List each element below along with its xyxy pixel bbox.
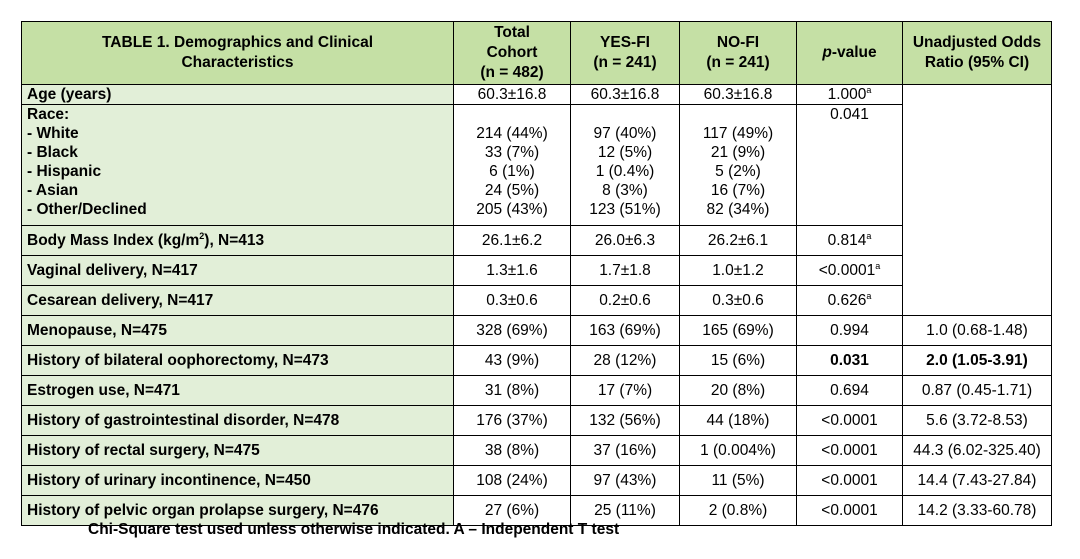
table-row: History of gastrointestinal disorder, N=… [21, 405, 1052, 436]
header-characteristic: TABLE 1. Demographics and Clinical Chara… [21, 21, 454, 85]
cell-yes: 28 (12%) [570, 345, 680, 376]
header-row: TABLE 1. Demographics and Clinical Chara… [21, 21, 1052, 85]
cell-or: 14.2 (3.33-60.78) [902, 495, 1052, 526]
cell-yes: 0.2±0.6 [570, 285, 680, 316]
cell-no: 60.3±16.8 [679, 84, 797, 105]
cell-yes: 163 (69%) [570, 315, 680, 346]
race-yes: 97 (40%) 12 (5%) 1 (0.4%) 8 (3%) 123 (51… [570, 104, 680, 226]
cell-no: 1.0±1.2 [679, 255, 797, 286]
cell-or: 44.3 (6.02-325.40) [902, 435, 1052, 466]
cell-total: 60.3±16.8 [453, 84, 571, 105]
row-label: Menopause, N=475 [21, 315, 454, 346]
cell-total: 176 (37%) [453, 405, 571, 436]
cell-or: 14.4 (7.43-27.84) [902, 465, 1052, 496]
header-total: Total Cohort (n = 482) [453, 21, 571, 85]
row-label: Body Mass Index (kg/m2), N=413 [21, 225, 454, 256]
cell-total: 26.1±6.2 [453, 225, 571, 256]
cell-or: 0.87 (0.45-1.71) [902, 375, 1052, 406]
header-p-value: p-value [796, 21, 903, 85]
cell-no: 15 (6%) [679, 345, 797, 376]
row-label: History of gastrointestinal disorder, N=… [21, 405, 454, 436]
cell-yes: 25 (11%) [570, 495, 680, 526]
table-row: History of rectal surgery, N=475 38 (8%) 3… [21, 435, 1052, 466]
header-yes-fi: YES-FI (n = 241) [570, 21, 680, 85]
row-label: Vaginal delivery, N=417 [21, 255, 454, 286]
table-container: TABLE 1. Demographics and Clinical Chara… [21, 21, 1052, 526]
row-label: History of urinary incontinence, N=450 [21, 465, 454, 496]
cell-yes: 1.7±1.8 [570, 255, 680, 286]
footnote: Chi-Square test used unless otherwise in… [88, 521, 620, 538]
cell-no: 2 (0.8%) [679, 495, 797, 526]
cell-no: 0.3±0.6 [679, 285, 797, 316]
cell-p: 0.994 [796, 315, 903, 346]
cell-total: 38 (8%) [453, 435, 571, 466]
table-row: Age (years) 60.3±16.8 60.3±16.8 60.3±16.… [21, 84, 1052, 316]
cell-or: 5.6 (3.72-8.53) [902, 405, 1052, 436]
cell-no: 26.2±6.1 [679, 225, 797, 256]
header-no-fi: NO-FI (n = 241) [679, 21, 797, 85]
cell-p: <0.0001 [796, 465, 903, 496]
cell-yes: 26.0±6.3 [570, 225, 680, 256]
cell-no: 165 (69%) [679, 315, 797, 346]
cell-p: 0.031 [796, 345, 903, 376]
cell-p: <0.0001 [796, 435, 903, 466]
table-row: Vaginal delivery, N=417 1.3±1.6 1.7±1.8 1.0… [21, 255, 1052, 286]
race-no: 117 (49%) 21 (9%) 5 (2%) 16 (7%) 82 (34%… [679, 104, 797, 226]
cell-yes: 17 (7%) [570, 375, 680, 406]
cell-total: 0.3±0.6 [453, 285, 571, 316]
row-label: Estrogen use, N=471 [21, 375, 454, 406]
row-label: Age (years) [21, 84, 454, 105]
cell-no: 44 (18%) [679, 405, 797, 436]
cell-p: <0.0001a [796, 255, 903, 286]
cell-or: 2.0 (1.05-3.91) [902, 345, 1052, 376]
row-label: Cesarean delivery, N=417 [21, 285, 454, 316]
table-row: Body Mass Index (kg/m2), N=413 26.1±6.2 26… [21, 225, 1052, 256]
cell-yes: 37 (16%) [570, 435, 680, 466]
race-p: 0.041 [796, 104, 903, 226]
cell-total: 108 (24%) [453, 465, 571, 496]
cell-no: 1 (0.004%) [679, 435, 797, 466]
cell-or: 1.0 (0.68-1.48) [902, 315, 1052, 346]
cell-total: 328 (69%) [453, 315, 571, 346]
table-row: History of urinary incontinence, N=450 10… [21, 465, 1052, 496]
cell-total: 1.3±1.6 [453, 255, 571, 286]
cell-p: 0.814a [796, 225, 903, 256]
header-odds-ratio: Unadjusted Odds Ratio (95% CI) [902, 21, 1052, 85]
cell-yes: 132 (56%) [570, 405, 680, 436]
table-row: Race: - White - Black - Hispanic - Asian… [21, 104, 1052, 226]
table-row: History of pelvic organ prolapse surgery… [21, 495, 1052, 526]
race-total: 214 (44%) 33 (7%) 6 (1%) 24 (5%) 205 (43… [453, 104, 571, 226]
cell-total: 27 (6%) [453, 495, 571, 526]
cell-no: 11 (5%) [679, 465, 797, 496]
table-row: Menopause, N=475 328 (69%) 163 (69%) 165 (6… [21, 315, 1052, 346]
table-row: History of bilateral oophorectomy, N=473… [21, 345, 1052, 376]
cell-or-blank [902, 84, 1052, 316]
table-row: Cesarean delivery, N=417 0.3±0.6 0.2±0.6 0.… [21, 285, 1052, 316]
table-row: Estrogen use, N=471 31 (8%) 17 (7%) 20 (8%)… [21, 375, 1052, 406]
row-label: History of pelvic organ prolapse surgery… [21, 495, 454, 526]
row-label: History of rectal surgery, N=475 [21, 435, 454, 466]
cell-p: <0.0001 [796, 495, 903, 526]
row-label: History of bilateral oophorectomy, N=473 [21, 345, 454, 376]
race-labels: Race: - White - Black - Hispanic - Asian… [21, 104, 454, 226]
cell-p: 0.694 [796, 375, 903, 406]
cell-total: 31 (8%) [453, 375, 571, 406]
cell-p: 1.000a [796, 84, 903, 105]
cell-p: 0.626a [796, 285, 903, 316]
cell-p: <0.0001 [796, 405, 903, 436]
cell-yes: 60.3±16.8 [570, 84, 680, 105]
cell-yes: 97 (43%) [570, 465, 680, 496]
cell-no: 20 (8%) [679, 375, 797, 406]
demographics-table: TABLE 1. Demographics and Clinical Chara… [21, 21, 1052, 526]
cell-total: 43 (9%) [453, 345, 571, 376]
